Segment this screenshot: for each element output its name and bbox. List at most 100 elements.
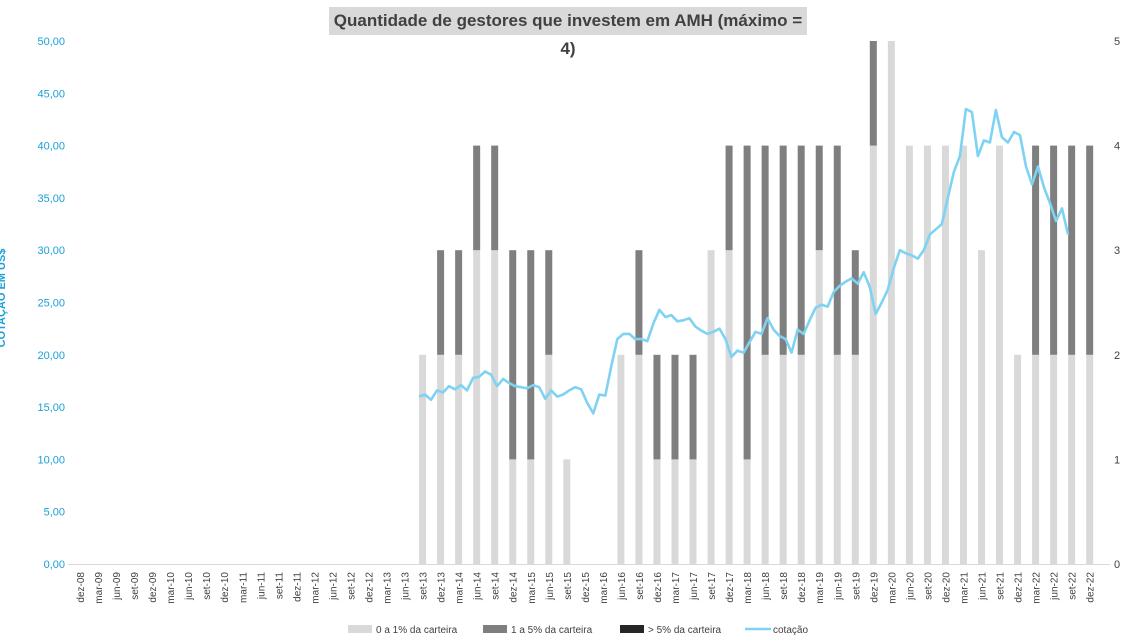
x-tick-label: set-22	[1068, 572, 1079, 600]
bar-mid	[1032, 145, 1040, 355]
y-tick-label: 40,00	[37, 141, 65, 153]
x-tick-label: dez-18	[797, 572, 808, 603]
x-tick-label: mar-10	[166, 572, 177, 604]
x-tick-label: dez-11	[292, 572, 303, 602]
bar-mid	[545, 250, 553, 355]
x-tick-label: dez-16	[653, 572, 664, 603]
bar-low	[1014, 354, 1022, 564]
x-tick-label: dez-19	[869, 572, 880, 603]
y2-tick-label: 1	[1114, 454, 1120, 466]
bar-low	[923, 145, 931, 564]
bar-low	[419, 354, 427, 564]
bar-low	[1086, 354, 1094, 564]
bar-mid	[437, 250, 445, 355]
bar-low	[996, 145, 1004, 564]
x-tick-label: mar-11	[238, 572, 249, 603]
x-tick-label: dez-10	[220, 572, 231, 603]
x-tick-label: mar-21	[959, 572, 970, 604]
x-tick-label: set-11	[274, 572, 285, 599]
bar-mid	[473, 145, 481, 251]
bar-mid	[635, 250, 643, 355]
y-tick-label: 20,00	[37, 350, 65, 362]
bar-low	[941, 145, 949, 564]
bar-low	[653, 459, 661, 564]
legend-label: cotação	[773, 625, 808, 636]
bar-low	[959, 145, 967, 564]
x-tick-label: dez-22	[1086, 572, 1097, 603]
x-tick-label: mar-13	[383, 572, 394, 604]
x-tick-label: jun-16	[617, 572, 628, 601]
x-tick-label: jun-17	[689, 572, 700, 601]
bar-mid	[689, 354, 697, 460]
bar-mid	[833, 145, 841, 355]
x-tick-label: set-13	[419, 572, 430, 600]
x-tick-label: mar-15	[527, 572, 538, 604]
x-tick-label: mar-17	[671, 572, 682, 604]
bar-low	[1032, 354, 1040, 564]
y-tick-label: 30,00	[37, 245, 65, 257]
y-tick-label: 0,00	[44, 559, 65, 571]
legend-label: > 5% da carteira	[648, 625, 722, 636]
x-tick-label: jun-11	[256, 572, 267, 600]
bar-mid	[1086, 145, 1094, 355]
bar-low	[851, 354, 859, 564]
y2-tick-label: 3	[1114, 245, 1120, 257]
x-tick-label: mar-14	[455, 572, 466, 604]
y2-tick-label: 5	[1114, 36, 1120, 48]
x-tick-label: jun-20	[905, 572, 916, 601]
y2-tick-label: 2	[1114, 350, 1120, 362]
bar-mid	[671, 354, 679, 460]
x-tick-label: mar-20	[887, 572, 898, 604]
bar-low	[671, 459, 679, 564]
legend-swatch	[483, 625, 507, 633]
y-tick-label: 45,00	[37, 88, 65, 100]
bar-low	[833, 354, 841, 564]
bar-mid	[761, 145, 769, 355]
bar-low	[1050, 354, 1058, 564]
bar-low	[905, 145, 913, 564]
x-tick-label: mar-19	[815, 572, 826, 604]
x-tick-label: mar-16	[599, 572, 610, 604]
bar-low	[743, 459, 751, 564]
bar-low	[563, 459, 571, 564]
x-tick-label: dez-15	[581, 572, 592, 603]
bar-low	[545, 354, 553, 564]
legend-label: 0 a 1% da carteira	[376, 625, 458, 636]
x-tick-label: jun-21	[978, 572, 989, 601]
bar-low	[725, 250, 733, 564]
bar-low	[707, 250, 715, 564]
bar-low	[689, 459, 697, 564]
x-tick-label: set-12	[346, 572, 357, 600]
bar-low	[797, 354, 805, 564]
y-tick-label: 10,00	[37, 454, 65, 466]
x-tick-label: jun-22	[1050, 572, 1061, 601]
bar-low	[1068, 354, 1076, 564]
legend-swatch	[348, 625, 372, 633]
y-tick-label: 25,00	[37, 298, 65, 310]
bar-low	[491, 250, 499, 564]
x-tick-label: jun-15	[545, 572, 556, 601]
x-tick-label: jun-12	[328, 572, 339, 601]
x-tick-label: set-16	[635, 572, 646, 600]
y-tick-label: 35,00	[37, 193, 65, 205]
bar-mid	[527, 250, 535, 460]
x-tick-label: jun-10	[184, 572, 195, 601]
bar-low	[635, 354, 643, 564]
bar-low	[617, 354, 625, 564]
x-tick-label: set-09	[130, 572, 141, 600]
x-tick-label: dez-14	[509, 572, 520, 603]
bar-mid	[725, 145, 733, 251]
x-tick-label: dez-20	[941, 572, 952, 603]
bar-low	[509, 459, 517, 564]
x-tick-label: dez-21	[1014, 572, 1025, 603]
x-tick-label: set-19	[851, 572, 862, 600]
bar-mid	[491, 145, 499, 251]
x-tick-label: set-18	[779, 572, 790, 600]
x-tick-label: mar-22	[1032, 572, 1043, 604]
y-tick-label: 15,00	[37, 402, 65, 414]
price-line	[418, 107, 1070, 415]
bar-low	[527, 459, 535, 564]
bar-low	[815, 250, 823, 564]
x-tick-label: jun-14	[473, 572, 484, 601]
